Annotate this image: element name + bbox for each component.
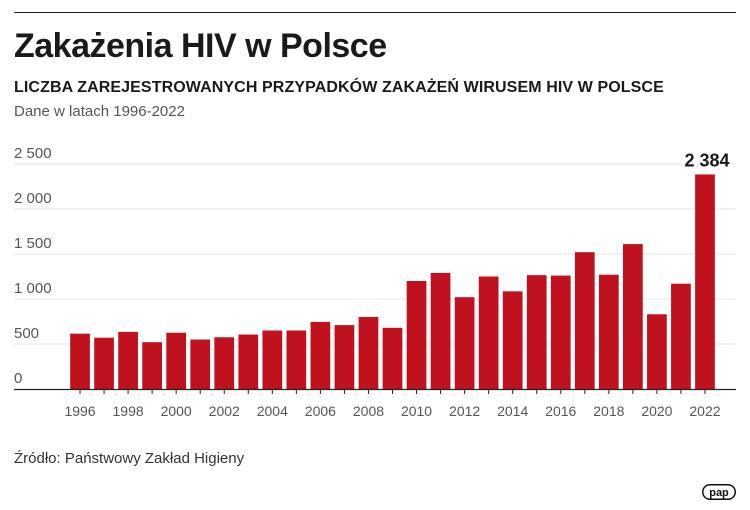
bar <box>526 275 547 389</box>
bar <box>166 332 187 389</box>
x-tick-label: 2002 <box>209 403 240 419</box>
bar-chart: 0 500 1 000 1 500 2 000 2 500 1996 1998 2000 2002… <box>14 145 736 419</box>
bar <box>286 330 307 389</box>
pap-logo: pap <box>702 484 736 500</box>
y-tick-label: 0 <box>14 370 22 387</box>
bar <box>502 291 523 389</box>
bar <box>358 317 379 389</box>
chart-subtitle: LICZBA ZAREJESTROWANYCH PRZYPADKÓW ZAKAŻ… <box>14 79 664 96</box>
bar <box>70 333 90 389</box>
bar <box>430 272 451 389</box>
bar <box>574 252 595 389</box>
bar <box>623 244 643 389</box>
bar <box>142 342 162 389</box>
y-tick-label: 1 000 <box>14 280 52 297</box>
x-tick-label: 2004 <box>257 403 288 419</box>
bar <box>671 283 691 389</box>
bar <box>214 337 235 389</box>
bar <box>454 297 475 389</box>
x-tick-label: 2016 <box>545 403 576 419</box>
bar <box>334 325 355 389</box>
bar <box>695 174 715 389</box>
bar <box>382 327 403 389</box>
bar <box>598 274 619 389</box>
bar <box>310 321 331 389</box>
bar <box>190 339 211 389</box>
bar <box>550 275 571 389</box>
svg-text:pap: pap <box>709 487 729 499</box>
y-tick-label: 500 <box>14 325 39 342</box>
bar <box>406 281 427 389</box>
bar <box>118 331 138 389</box>
bar <box>262 330 283 389</box>
y-tick-label: 1 500 <box>14 235 52 252</box>
x-tick-label: 2020 <box>641 403 672 419</box>
top-rule <box>14 12 736 13</box>
bar <box>478 276 499 389</box>
x-tick-label: 2012 <box>449 403 480 419</box>
bar <box>94 337 114 389</box>
y-tick-label: 2 500 <box>14 145 52 162</box>
x-tick-label: 2014 <box>497 403 528 419</box>
bar <box>238 334 259 389</box>
data-label: 2 384 <box>684 150 729 170</box>
x-tick-label: 2000 <box>161 403 192 419</box>
bar <box>647 314 667 389</box>
x-tick-label: 1996 <box>64 403 95 419</box>
x-tick-label: 1998 <box>113 403 144 419</box>
chart-title: Zakażenia HIV w Polsce <box>14 27 387 65</box>
source-note: Źródło: Państwowy Zakład Higieny <box>14 450 245 467</box>
x-tick-label: 2006 <box>305 403 336 419</box>
x-tick-label: 2018 <box>593 403 624 419</box>
x-tick-label: 2022 <box>689 403 720 419</box>
x-tick-label: 2010 <box>401 403 432 419</box>
chart-note: Dane w latach 1996-2022 <box>14 103 185 120</box>
x-tick-label: 2008 <box>353 403 384 419</box>
y-tick-label: 2 000 <box>14 190 52 207</box>
